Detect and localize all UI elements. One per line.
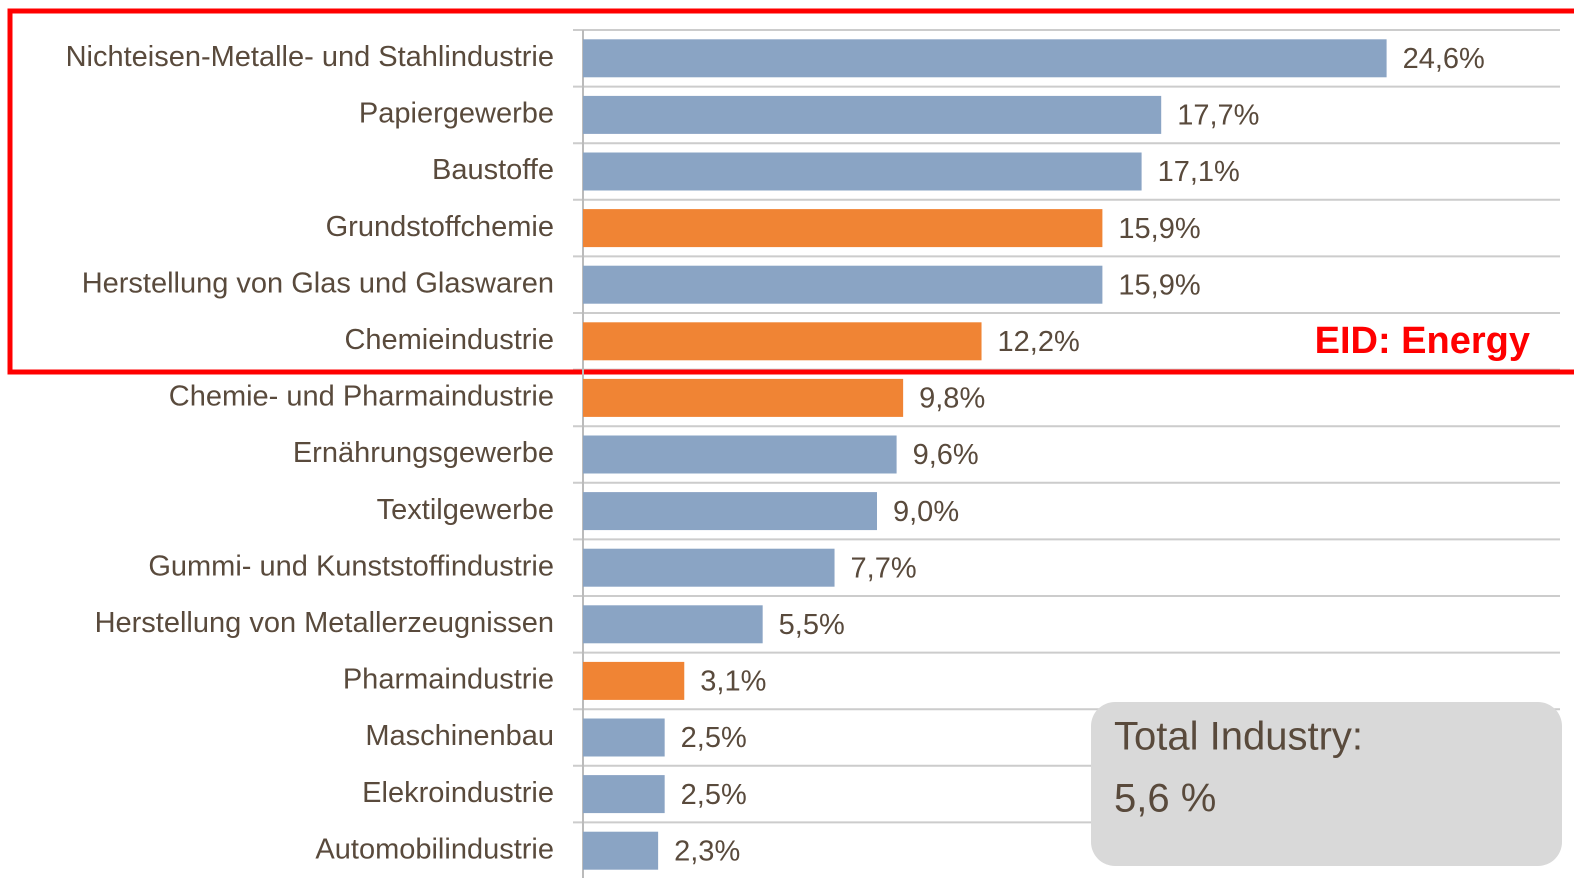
category-label: Textilgewerbe (377, 494, 554, 526)
value-label: 7,7% (851, 552, 917, 584)
category-label: Maschinenbau (365, 720, 554, 752)
bar (583, 95, 1162, 134)
bar (583, 39, 1387, 78)
category-label: Papiergewerbe (359, 98, 554, 130)
bar (583, 378, 904, 417)
bar (583, 435, 897, 474)
category-label: Ernährungsgewerbe (293, 437, 554, 469)
value-label: 2,3% (674, 835, 740, 867)
bar (583, 322, 982, 361)
bar (583, 492, 877, 531)
bar (583, 661, 685, 700)
value-label: 24,6% (1403, 43, 1485, 75)
bar (583, 209, 1103, 248)
summary-label: Total Industry: (1114, 715, 1363, 759)
bar (583, 548, 835, 587)
bar (583, 265, 1103, 304)
value-label: 2,5% (681, 722, 747, 754)
summary-value: 5,6 % (1114, 777, 1216, 821)
value-label: 15,9% (1118, 213, 1200, 245)
bar (583, 718, 665, 757)
value-label: 15,9% (1118, 269, 1200, 301)
value-label: 17,7% (1177, 100, 1259, 132)
category-label: Herstellung von Metallerzeugnissen (95, 607, 554, 639)
value-label: 9,8% (919, 383, 985, 415)
category-label: Chemieindustrie (344, 324, 554, 356)
category-label: Pharmaindustrie (343, 664, 554, 696)
category-label: Herstellung von Glas und Glaswaren (82, 267, 554, 299)
highlight-box (7, 8, 1574, 375)
bar (583, 775, 665, 814)
highlight-label: EID: Energy (1315, 320, 1530, 362)
bar (583, 831, 659, 870)
category-label: Nichteisen-Metalle- und Stahlindustrie (66, 41, 554, 73)
value-label: 12,2% (998, 326, 1080, 358)
value-label: 3,1% (700, 666, 766, 698)
category-label: Gummi- und Kunststoffindustrie (148, 550, 554, 582)
category-label: Baustoffe (432, 154, 554, 186)
value-label: 9,6% (913, 439, 979, 471)
bar (583, 605, 763, 644)
category-label: Elekroindustrie (362, 777, 554, 809)
summary-box (1091, 702, 1562, 866)
value-label: 17,1% (1158, 156, 1240, 188)
category-label: Grundstoffchemie (326, 211, 554, 243)
category-label: Chemie- und Pharmaindustrie (169, 381, 554, 413)
value-label: 2,5% (681, 779, 747, 811)
value-label: 5,5% (779, 609, 845, 641)
value-label: 9,0% (893, 496, 959, 528)
bar (583, 152, 1142, 191)
category-label: Automobilindustrie (315, 833, 554, 865)
